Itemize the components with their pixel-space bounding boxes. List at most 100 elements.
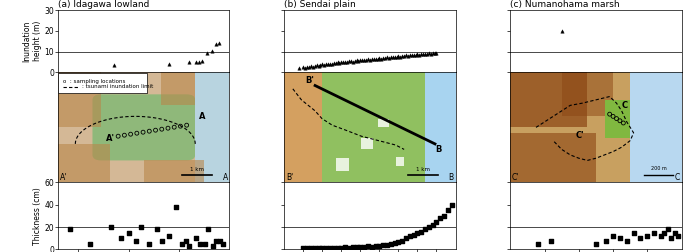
Point	[202, 51, 213, 55]
Point	[427, 51, 438, 55]
Point	[386, 55, 397, 59]
Point	[369, 57, 379, 61]
Point	[150, 128, 161, 132]
Point	[143, 242, 154, 246]
Text: : tsunami inundation limit: : tsunami inundation limit	[82, 84, 153, 89]
Point	[362, 244, 373, 248]
Point	[408, 53, 419, 57]
Text: C': C'	[512, 173, 519, 182]
Point	[215, 239, 226, 243]
Point	[309, 246, 320, 250]
Point	[321, 246, 332, 250]
Point	[556, 29, 567, 33]
Point	[169, 125, 179, 129]
Point	[357, 58, 368, 62]
Point	[546, 239, 557, 243]
Point	[416, 52, 427, 56]
Point	[332, 60, 343, 64]
Point	[65, 227, 76, 231]
Point	[662, 227, 673, 231]
Point	[618, 121, 629, 125]
Y-axis label: Thickness (cm): Thickness (cm)	[32, 187, 42, 245]
Point	[313, 246, 324, 250]
Point	[156, 239, 167, 243]
Point	[401, 53, 412, 57]
Point	[397, 239, 408, 243]
Point	[628, 231, 639, 235]
Text: (c) Numanohama marsh: (c) Numanohama marsh	[510, 0, 620, 9]
Point	[105, 225, 116, 229]
Point	[425, 52, 436, 56]
Point	[614, 119, 625, 123]
Point	[420, 227, 431, 231]
Point	[306, 64, 316, 68]
Point	[325, 61, 336, 66]
Point	[621, 239, 632, 243]
Point	[190, 236, 201, 240]
Point	[635, 236, 646, 240]
Point	[328, 246, 339, 250]
Point	[218, 242, 229, 246]
FancyBboxPatch shape	[630, 72, 682, 182]
Point	[608, 234, 619, 238]
Point	[332, 246, 343, 250]
Point	[359, 245, 370, 249]
Point	[195, 242, 206, 246]
Point	[423, 51, 434, 55]
Text: o  : sampling locations: o : sampling locations	[63, 79, 126, 84]
Text: C: C	[622, 101, 627, 110]
FancyBboxPatch shape	[605, 100, 630, 138]
Point	[438, 214, 449, 218]
Point	[138, 130, 149, 134]
Point	[108, 63, 119, 67]
Point	[427, 223, 438, 227]
Point	[601, 239, 612, 243]
Point	[151, 227, 162, 231]
Point	[306, 246, 316, 250]
Point	[406, 53, 417, 57]
Point	[119, 133, 130, 137]
Point	[334, 61, 345, 65]
Point	[408, 233, 419, 237]
Point	[136, 225, 147, 229]
Point	[366, 245, 377, 249]
Point	[649, 231, 660, 235]
Point	[317, 62, 328, 67]
Point	[351, 58, 362, 62]
Point	[386, 242, 397, 246]
Y-axis label: Inundation
height (m): Inundation height (m)	[22, 20, 42, 62]
FancyBboxPatch shape	[195, 72, 229, 182]
Point	[294, 66, 305, 70]
Point	[416, 230, 427, 234]
FancyBboxPatch shape	[161, 72, 195, 105]
Text: B: B	[449, 173, 453, 182]
Point	[399, 54, 410, 58]
Point	[319, 63, 329, 67]
Point	[418, 52, 429, 56]
Point	[590, 242, 601, 246]
Point	[171, 205, 182, 209]
FancyBboxPatch shape	[58, 73, 147, 93]
Point	[353, 59, 364, 63]
Point	[130, 239, 141, 243]
Point	[377, 243, 388, 247]
Point	[362, 57, 373, 61]
Point	[608, 114, 619, 118]
Point	[123, 231, 134, 235]
Text: A: A	[223, 173, 227, 182]
Point	[317, 246, 328, 250]
Point	[393, 54, 404, 58]
Point	[659, 231, 670, 235]
Text: A': A'	[106, 134, 115, 143]
Point	[384, 56, 395, 60]
Point	[397, 54, 408, 58]
Point	[177, 242, 188, 246]
Point	[446, 203, 457, 207]
Point	[370, 57, 381, 61]
Point	[214, 41, 225, 45]
Point	[301, 246, 312, 250]
Text: B: B	[435, 145, 441, 154]
Point	[321, 62, 332, 67]
Point	[611, 117, 622, 121]
Point	[423, 225, 434, 229]
